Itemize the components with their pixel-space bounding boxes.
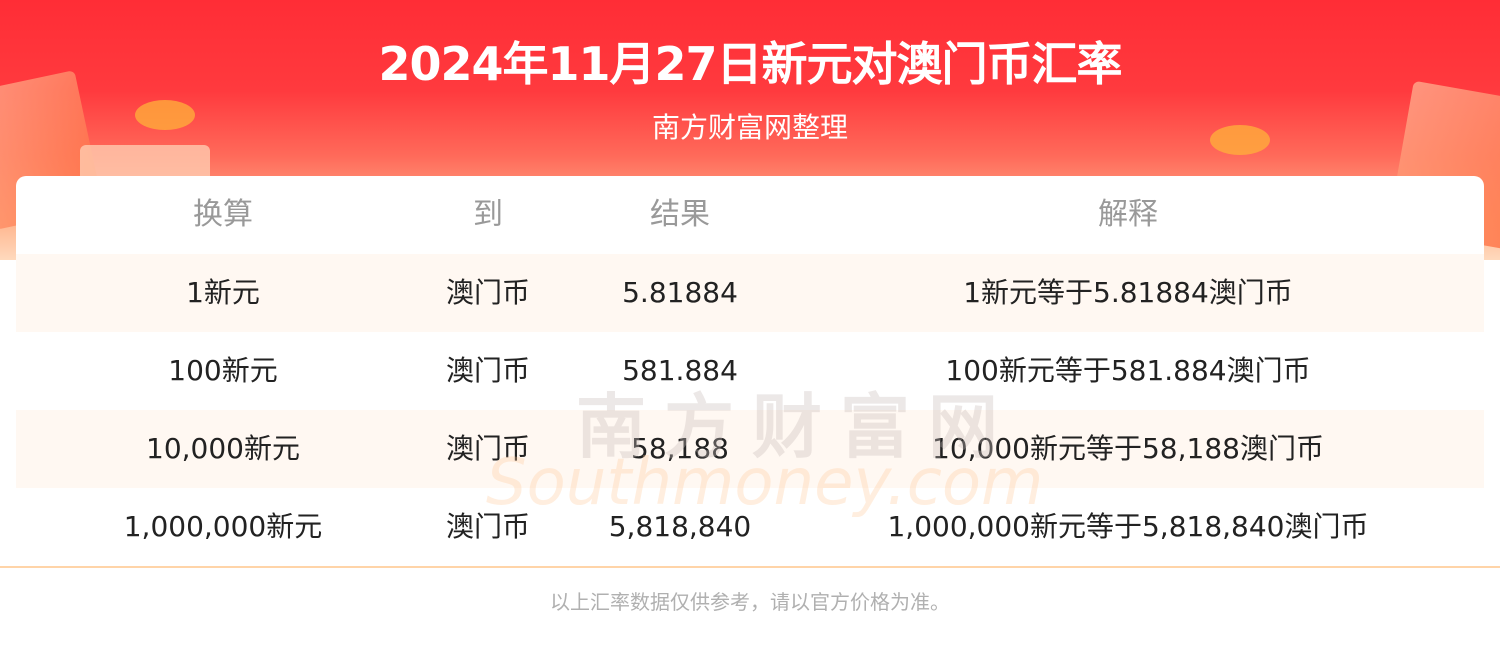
cell-explanation: 10,000新元等于58,188澳门币	[932, 432, 1324, 465]
cell-amount: 1,000,000新元	[123, 510, 323, 543]
cell-result: 58,188	[631, 432, 729, 465]
table-row: 100新元 澳门币 581.884 100新元等于581.884澳门币	[16, 332, 1484, 410]
cell-amount: 1新元	[186, 276, 260, 309]
cell-target: 澳门币	[445, 432, 531, 465]
cell-amount: 100新元	[168, 354, 278, 387]
decorative-coin-left	[135, 100, 195, 130]
cell-result: 5,818,840	[608, 510, 752, 543]
table-row: 1新元 澳门币 5.81884 1新元等于5.81884澳门币	[16, 254, 1484, 332]
table-row: 10,000新元 澳门币 58,188 10,000新元等于58,188澳门币	[16, 410, 1484, 488]
cell-target: 澳门币	[445, 276, 531, 309]
cell-explanation: 1新元等于5.81884澳门币	[963, 276, 1293, 309]
column-header: 结果	[650, 197, 710, 232]
column-header: 解释	[1098, 197, 1158, 232]
cell-target: 澳门币	[445, 510, 531, 543]
column-header: 换算	[193, 197, 253, 232]
cell-explanation: 100新元等于581.884澳门币	[945, 354, 1311, 387]
cell-amount: 10,000新元	[146, 432, 300, 465]
cell-explanation: 1,000,000新元等于5,818,840澳门币	[887, 510, 1369, 543]
cell-result: 581.884	[622, 354, 738, 387]
cell-result: 5.81884	[622, 276, 738, 309]
decorative-coin-right	[1210, 125, 1270, 155]
page-subtitle: 南方财富网整理	[651, 111, 848, 144]
table-header: 换算 到 结果 解释	[16, 176, 1484, 254]
rate-table: 换算 到 结果 解释 1新元 澳门币 5.81884 1新元等于5.81884澳…	[16, 176, 1484, 566]
page-title: 2024年11月27日新元对澳门币汇率	[378, 37, 1122, 91]
column-header: 到	[473, 197, 503, 232]
table-row: 1,000,000新元 澳门币 5,818,840 1,000,000新元等于5…	[16, 488, 1484, 566]
cell-target: 澳门币	[445, 354, 531, 387]
disclaimer: 以上汇率数据仅供参考，请以官方价格为准。	[550, 590, 950, 614]
divider	[0, 566, 1500, 568]
